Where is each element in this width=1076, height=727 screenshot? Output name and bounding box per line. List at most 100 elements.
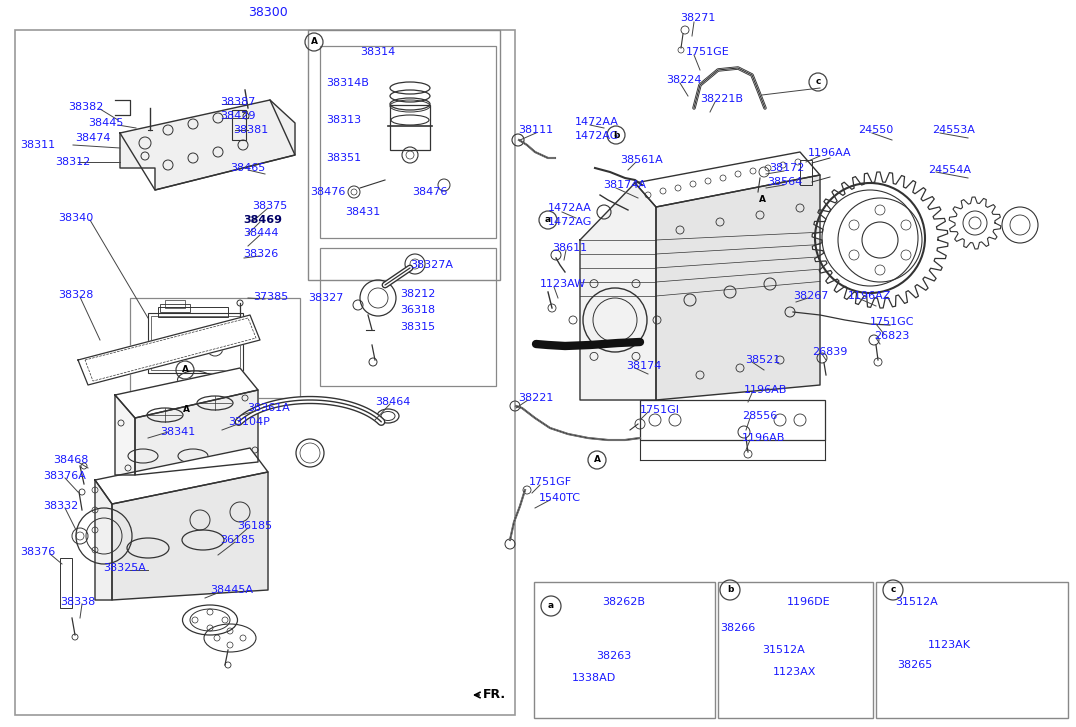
Text: 38325A: 38325A [103, 563, 146, 573]
Text: c: c [816, 78, 821, 87]
Text: 38476: 38476 [412, 187, 448, 197]
Text: 38431: 38431 [345, 207, 380, 217]
Text: 38445A: 38445A [210, 585, 253, 595]
Text: 38564: 38564 [767, 177, 803, 187]
Polygon shape [121, 100, 295, 190]
Text: a: a [548, 601, 554, 611]
Polygon shape [112, 472, 268, 600]
Text: 1472AG: 1472AG [575, 131, 620, 141]
Text: 38376A: 38376A [43, 471, 86, 481]
Text: 38465: 38465 [230, 163, 266, 173]
Polygon shape [134, 390, 258, 475]
Text: 1472AA: 1472AA [575, 117, 619, 127]
Text: 1123AX: 1123AX [773, 667, 817, 677]
Polygon shape [656, 175, 820, 400]
Text: 38174: 38174 [626, 361, 662, 371]
Text: 38561A: 38561A [620, 155, 663, 165]
Polygon shape [95, 480, 112, 600]
Text: 38445: 38445 [88, 118, 124, 128]
Text: 38314B: 38314B [326, 78, 369, 88]
Bar [60, 558, 72, 608]
Text: 1751GF: 1751GF [529, 477, 572, 487]
Text: 26823: 26823 [874, 331, 909, 341]
Text: 31512A: 31512A [895, 597, 938, 607]
Text: 1751GI: 1751GI [640, 405, 680, 415]
Bar [320, 46, 496, 238]
Text: 1751GC: 1751GC [870, 317, 915, 327]
Text: 37385: 37385 [253, 292, 288, 302]
Text: 38464: 38464 [376, 397, 410, 407]
Bar [876, 582, 1068, 718]
Text: 1196AZ: 1196AZ [848, 291, 891, 301]
Text: 1196DE: 1196DE [787, 597, 831, 607]
Text: 1540TC: 1540TC [539, 493, 581, 503]
Text: 38375: 38375 [252, 201, 287, 211]
Text: 38328: 38328 [58, 290, 94, 300]
Text: 38341: 38341 [160, 427, 195, 437]
Text: 38314: 38314 [360, 47, 395, 57]
Text: 38263: 38263 [596, 651, 632, 661]
Text: b: b [613, 131, 619, 140]
Text: 38174A: 38174A [603, 180, 646, 190]
Text: 38111: 38111 [518, 125, 553, 135]
Text: 1472AG: 1472AG [548, 217, 593, 227]
Text: 38381: 38381 [233, 125, 268, 135]
Text: 38212: 38212 [400, 289, 436, 299]
Bar [320, 248, 496, 386]
Text: 38267: 38267 [793, 291, 829, 301]
Text: 38611: 38611 [552, 243, 587, 253]
Text: 38224: 38224 [666, 75, 702, 85]
Polygon shape [635, 152, 820, 207]
Text: 24553A: 24553A [932, 125, 975, 135]
Bar [718, 582, 873, 718]
Text: A: A [183, 406, 189, 414]
Text: 24554A: 24554A [928, 165, 971, 175]
Text: 36185: 36185 [237, 521, 272, 531]
Text: 1196AB: 1196AB [742, 433, 785, 443]
Bar [151, 316, 240, 370]
Text: 38351: 38351 [326, 153, 362, 163]
Text: 38300: 38300 [247, 6, 287, 18]
Text: 31512A: 31512A [762, 645, 805, 655]
Text: 38327: 38327 [308, 293, 343, 303]
Text: 38376: 38376 [20, 547, 55, 557]
Bar [534, 582, 714, 718]
Text: 38326: 38326 [243, 249, 279, 259]
Bar [640, 400, 825, 440]
Text: 38313: 38313 [326, 115, 362, 125]
Text: 1338AD: 1338AD [572, 673, 617, 683]
Text: c: c [890, 585, 895, 595]
Polygon shape [580, 183, 656, 400]
Text: 38315: 38315 [400, 322, 435, 332]
Bar [799, 160, 812, 185]
Text: 38221B: 38221B [700, 94, 744, 104]
Text: 38221: 38221 [518, 393, 553, 403]
Text: 26839: 26839 [812, 347, 848, 357]
Text: a: a [544, 215, 551, 225]
Polygon shape [812, 172, 948, 308]
Text: 38429: 38429 [220, 111, 255, 121]
Text: 38311: 38311 [20, 140, 55, 150]
Text: 38476: 38476 [310, 187, 345, 197]
Text: 38340: 38340 [58, 213, 94, 223]
Text: 38332: 38332 [43, 501, 79, 511]
Text: 38265: 38265 [897, 660, 932, 670]
Text: 36318: 36318 [400, 305, 435, 315]
Text: 33104P: 33104P [228, 417, 270, 427]
Text: 1123AK: 1123AK [928, 640, 971, 650]
Text: 38338: 38338 [60, 597, 96, 607]
Bar [15, 30, 515, 715]
Text: 38444: 38444 [243, 228, 279, 238]
Text: 38271: 38271 [680, 13, 716, 23]
Text: A: A [311, 38, 317, 47]
Text: 38521: 38521 [745, 355, 780, 365]
Polygon shape [115, 395, 134, 475]
Text: 38262B: 38262B [601, 597, 645, 607]
Text: 38468: 38468 [53, 455, 88, 465]
Bar [232, 110, 246, 140]
Text: 38387: 38387 [220, 97, 255, 107]
Text: 1196AA: 1196AA [808, 148, 851, 158]
Bar [165, 300, 185, 308]
Bar [130, 298, 300, 398]
Polygon shape [121, 100, 295, 190]
